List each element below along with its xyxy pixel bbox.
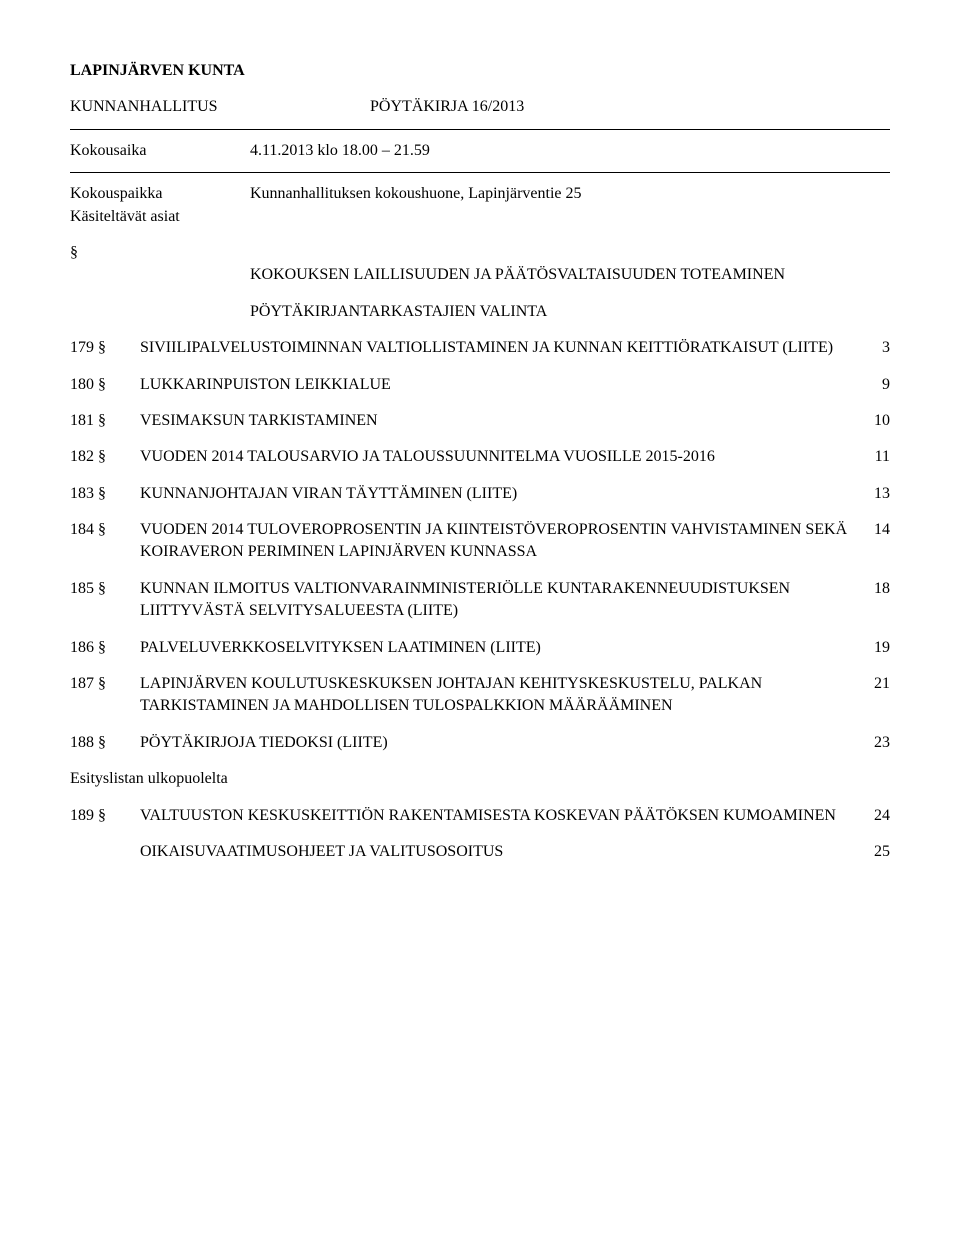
agenda-page: 23 <box>860 732 890 754</box>
agenda-text: PÖYTÄKIRJOJA TIEDOKSI (LIITE) <box>140 732 860 754</box>
meeting-place-label: Kokouspaikka <box>70 183 250 205</box>
agenda-row: 183 §KUNNANJOHTAJAN VIRAN TÄYTTÄMINEN (L… <box>70 483 890 505</box>
agenda-row: 188 §PÖYTÄKIRJOJA TIEDOKSI (LIITE)23 <box>70 732 890 754</box>
agenda-row: 189 §VALTUUSTON KESKUSKEITTIÖN RAKENTAMI… <box>70 805 890 827</box>
agenda-number: 188 § <box>70 732 140 754</box>
agenda-number: 187 § <box>70 673 140 695</box>
agenda-text: LUKKARINPUISTON LEIKKIALUE <box>140 374 860 396</box>
agenda-text: LAPINJÄRVEN KOULUTUSKESKUKSEN JOHTAJAN K… <box>140 673 860 718</box>
agenda-page: 9 <box>860 374 890 396</box>
agenda-number: 185 § <box>70 578 140 600</box>
agenda-list: 179 §SIVIILIPALVELUSTOIMINNAN VALTIOLLIS… <box>70 337 890 754</box>
footer-items-list: OIKAISUVAATIMUSOHJEET JA VALITUSOSOITUS2… <box>70 841 890 863</box>
agenda-row: 179 §SIVIILIPALVELUSTOIMINNAN VALTIOLLIS… <box>70 337 890 359</box>
agenda-row: 182 §VUODEN 2014 TALOUSARVIO JA TALOUSSU… <box>70 446 890 468</box>
agenda-text: VALTUUSTON KESKUSKEITTIÖN RAKENTAMISESTA… <box>140 805 860 827</box>
agenda-number: 182 § <box>70 446 140 468</box>
agenda-text: KUNNANJOHTAJAN VIRAN TÄYTTÄMINEN (LIITE) <box>140 483 860 505</box>
agenda-extra-list: 189 §VALTUUSTON KESKUSKEITTIÖN RAKENTAMI… <box>70 805 890 827</box>
agenda-number: 186 § <box>70 637 140 659</box>
section-mark: § <box>70 242 890 264</box>
items-label: Käsiteltävät asiat <box>70 206 890 228</box>
pre-item: KOKOUKSEN LAILLISUUDEN JA PÄÄTÖSVALTAISU… <box>250 264 890 286</box>
pre-items-block: KOKOUKSEN LAILLISUUDEN JA PÄÄTÖSVALTAISU… <box>250 264 890 323</box>
agenda-text: KUNNAN ILMOITUS VALTIONVARAINMINISTERIÖL… <box>140 578 860 623</box>
separator-line <box>70 129 890 130</box>
agenda-number: 184 § <box>70 519 140 541</box>
separator-line <box>70 172 890 173</box>
agenda-text: VUODEN 2014 TULOVEROPROSENTIN JA KIINTEI… <box>140 519 860 564</box>
agenda-text: OIKAISUVAATIMUSOHJEET JA VALITUSOSOITUS <box>140 841 860 863</box>
agenda-row: 186 §PALVELUVERKKOSELVITYKSEN LAATIMINEN… <box>70 637 890 659</box>
agenda-page: 25 <box>860 841 890 863</box>
agenda-page: 3 <box>860 337 890 359</box>
body-name: KUNNANHALLITUS <box>70 96 370 118</box>
agenda-number: 179 § <box>70 337 140 359</box>
agenda-number: 183 § <box>70 483 140 505</box>
agenda-row: OIKAISUVAATIMUSOHJEET JA VALITUSOSOITUS2… <box>70 841 890 863</box>
agenda-text: VESIMAKSUN TARKISTAMINEN <box>140 410 860 432</box>
agenda-row: 185 §KUNNAN ILMOITUS VALTIONVARAINMINIST… <box>70 578 890 623</box>
document-title: PÖYTÄKIRJA 16/2013 <box>370 96 890 118</box>
pre-item: PÖYTÄKIRJANTARKASTAJIEN VALINTA <box>250 301 890 323</box>
agenda-page: 21 <box>860 673 890 695</box>
agenda-row: 181 §VESIMAKSUN TARKISTAMINEN10 <box>70 410 890 432</box>
agenda-text: SIVIILIPALVELUSTOIMINNAN VALTIOLLISTAMIN… <box>140 337 860 359</box>
agenda-text: PALVELUVERKKOSELVITYKSEN LAATIMINEN (LII… <box>140 637 860 659</box>
agenda-page: 10 <box>860 410 890 432</box>
meeting-time-value: 4.11.2013 klo 18.00 – 21.59 <box>250 140 890 162</box>
org-name: LAPINJÄRVEN KUNTA <box>70 60 890 82</box>
agenda-page: 14 <box>860 519 890 541</box>
agenda-page: 13 <box>860 483 890 505</box>
agenda-number: 180 § <box>70 374 140 396</box>
agenda-row: 180 §LUKKARINPUISTON LEIKKIALUE9 <box>70 374 890 396</box>
agenda-row: 184 §VUODEN 2014 TULOVEROPROSENTIN JA KI… <box>70 519 890 564</box>
meeting-place-value: Kunnanhallituksen kokoushuone, Lapinjärv… <box>250 183 890 205</box>
agenda-number: 189 § <box>70 805 140 827</box>
agenda-page: 11 <box>860 446 890 468</box>
meeting-time-label: Kokousaika <box>70 140 250 162</box>
agenda-row: 187 §LAPINJÄRVEN KOULUTUSKESKUKSEN JOHTA… <box>70 673 890 718</box>
extra-section-label: Esityslistan ulkopuolelta <box>70 768 890 790</box>
agenda-page: 24 <box>860 805 890 827</box>
agenda-page: 18 <box>860 578 890 600</box>
agenda-text: VUODEN 2014 TALOUSARVIO JA TALOUSSUUNNIT… <box>140 446 860 468</box>
agenda-number: 181 § <box>70 410 140 432</box>
agenda-page: 19 <box>860 637 890 659</box>
